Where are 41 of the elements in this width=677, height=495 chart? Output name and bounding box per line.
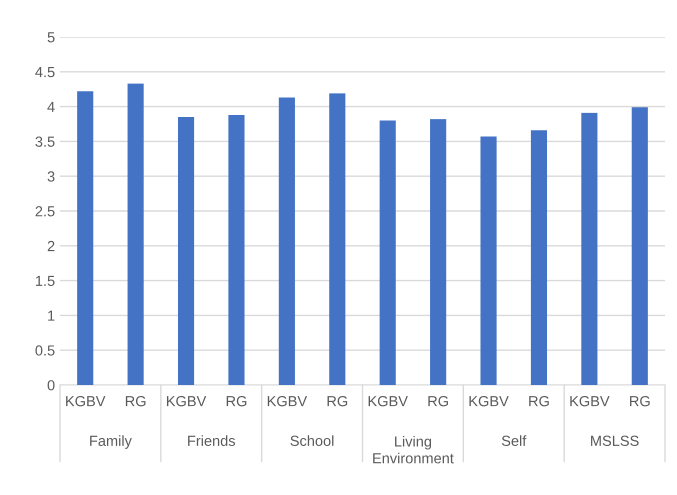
text: RG <box>126 396 146 406</box>
x-tick-label: Living Environment <box>373 436 454 464</box>
bar <box>380 120 396 385</box>
series-label: RG <box>529 396 549 406</box>
x-tick-label: MSLSS <box>591 436 639 446</box>
text: KGBV <box>268 396 308 406</box>
y-tick-label: 2.5 <box>36 206 55 216</box>
bar <box>128 84 144 385</box>
y-tick-label: 3.5 <box>35 136 55 147</box>
y-tick-label: 0.5 <box>35 345 55 356</box>
text: RG <box>328 396 348 406</box>
text: KGBV <box>570 396 610 406</box>
x-tick-label: Family <box>90 435 132 449</box>
x-tick-label: School <box>290 435 334 446</box>
text: KGBV <box>469 396 509 406</box>
text: RG <box>428 396 448 406</box>
text: RG <box>630 396 650 406</box>
x-tick-label: Self <box>502 435 526 446</box>
bar <box>77 91 94 385</box>
y-tick-label: 3 <box>48 171 54 182</box>
bar <box>632 107 648 385</box>
x-tick-label: Friends <box>188 435 236 446</box>
bar <box>278 98 295 385</box>
y-tick-label: 1 <box>48 310 54 321</box>
bar <box>430 119 446 385</box>
y-tick-label: 5 <box>48 32 55 42</box>
y-tick-label: 4.5 <box>35 67 55 78</box>
bar <box>581 112 598 385</box>
y-tick-label: 0 <box>48 380 55 390</box>
text: RG <box>226 396 246 406</box>
bar <box>329 93 346 385</box>
y-tick-label: 4 <box>47 102 55 112</box>
bar <box>228 114 245 385</box>
bar <box>530 130 548 385</box>
y-tick-label: 2 <box>48 240 54 252</box>
bar <box>480 136 497 385</box>
y-tick-label: 1.5 <box>36 276 55 286</box>
bar <box>178 117 194 385</box>
text: KGBV <box>368 396 408 406</box>
series-label: KGBV <box>66 396 106 406</box>
text: KGBV <box>166 396 206 406</box>
